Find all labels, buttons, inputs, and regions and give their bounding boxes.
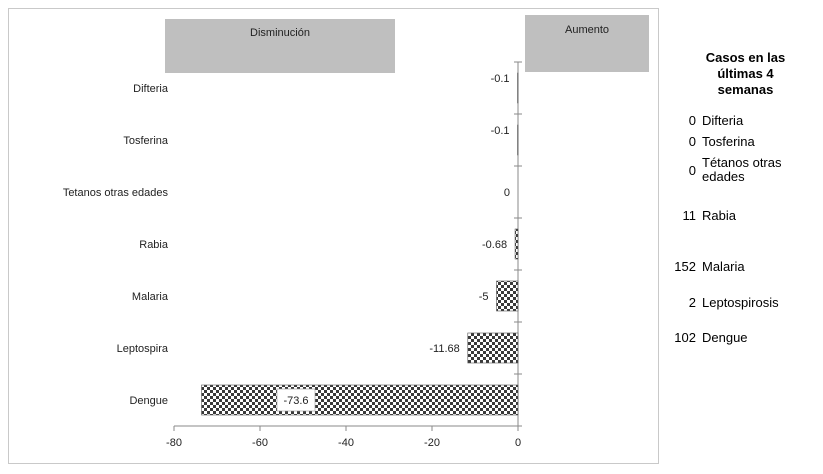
category-label: Rabia <box>139 239 169 251</box>
data-label: -0.1 <box>491 73 510 85</box>
cases-panel-title: Casos en las últimas 4 semanas <box>668 50 823 98</box>
legend-increase-box <box>525 15 649 72</box>
case-count: 152 <box>674 259 696 274</box>
x-tick-label: -20 <box>424 437 440 449</box>
bar-5 <box>467 332 519 364</box>
case-count: 102 <box>674 330 696 345</box>
case-row: 0 Tosferina <box>668 134 823 149</box>
case-row: 11 Rabia <box>668 208 823 223</box>
category-label: Malaria <box>132 291 169 303</box>
category-label: Difteria <box>133 83 169 95</box>
case-count: 0 <box>688 134 696 149</box>
data-label: -0.1 <box>491 125 510 137</box>
x-tick-label: -80 <box>166 437 182 449</box>
case-count: 0 <box>688 162 696 178</box>
category-label: Dengue <box>129 395 168 407</box>
legend-decrease-label: Disminución <box>250 27 310 39</box>
cases-panel: Casos en las últimas 4 semanas <box>668 50 823 98</box>
data-label: -5 <box>479 291 489 303</box>
legend-increase-label: Aumento <box>565 24 609 36</box>
bar-4 <box>496 280 519 312</box>
data-label: -0.68 <box>482 239 507 251</box>
case-name: Tétanos otras edades <box>702 155 782 184</box>
case-row: 0 Difteria <box>668 113 823 128</box>
cases-title-line-3: semanas <box>717 82 774 97</box>
legend-decrease-box <box>165 19 395 73</box>
data-label: -11.68 <box>429 343 459 355</box>
case-name: Malaria <box>702 258 745 274</box>
case-name: Tosferina <box>702 133 755 149</box>
category-label: Leptospira <box>117 343 169 355</box>
x-tick-label: -40 <box>338 437 354 449</box>
case-row: 152 Malaria <box>668 259 823 274</box>
case-count: 11 <box>682 208 697 223</box>
case-name: Dengue <box>702 329 748 345</box>
bar-6 <box>201 384 519 416</box>
case-count: 2 <box>688 295 696 310</box>
case-row: 0 Tétanos otras edades <box>668 156 823 184</box>
category-label: Tetanos otras edades <box>63 187 169 199</box>
case-row: 2 Leptospirosis <box>668 295 823 310</box>
category-label: Tosferina <box>123 135 169 147</box>
data-label-box <box>276 388 316 412</box>
cases-list: 0 Difteria 0 Tosferina 0 Tétanos otras e… <box>668 0 823 474</box>
bar-chart: Disminución Aumento -80 -60 -40 -20 0 Difteri… <box>63 15 649 449</box>
x-tick-label: 0 <box>515 437 521 449</box>
case-name: Difteria <box>702 112 744 128</box>
data-label: 0 <box>504 187 510 199</box>
case-row: 102 Dengue <box>668 330 823 345</box>
case-name: Rabia <box>702 207 736 223</box>
case-count: 0 <box>688 113 696 128</box>
cases-title-line-2: últimas 4 <box>717 66 774 81</box>
x-tick-label: -60 <box>252 437 268 449</box>
bar-3 <box>514 228 519 260</box>
cases-title-line-1: Casos en las <box>705 50 786 65</box>
data-label: -73.6 <box>283 395 308 407</box>
case-name: Leptospirosis <box>702 294 779 310</box>
